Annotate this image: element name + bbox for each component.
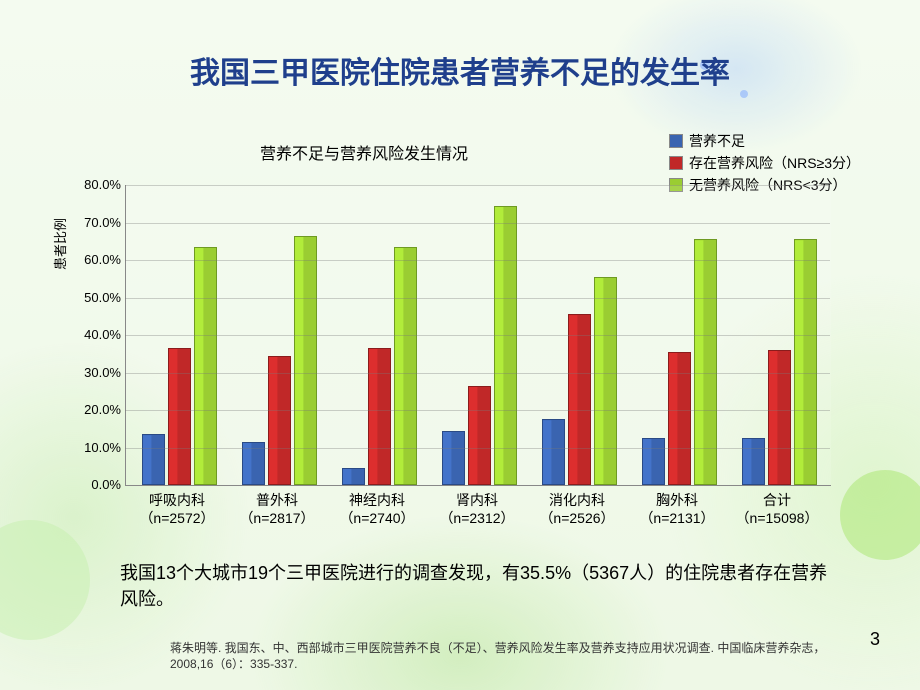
legend-label: 营养不足 bbox=[689, 130, 745, 152]
y-tick-label: 0.0% bbox=[75, 477, 121, 492]
citation-text: 蒋朱明等. 我国东、中、西部城市三甲医院营养不良（不足）、营养风险发生率及营养支… bbox=[170, 640, 840, 672]
category-label: 神经内科 （n=2740） bbox=[327, 491, 427, 527]
category-n: （n=2526） bbox=[539, 510, 614, 526]
legend-item: 营养不足 bbox=[669, 130, 860, 152]
bar bbox=[468, 386, 491, 486]
category-label: 消化内科 （n=2526） bbox=[527, 491, 627, 527]
category-name: 普外科 bbox=[256, 492, 298, 508]
bar bbox=[642, 438, 665, 485]
legend-swatch bbox=[669, 156, 683, 170]
bar bbox=[494, 206, 517, 486]
bar bbox=[594, 277, 617, 485]
gridline bbox=[125, 448, 830, 449]
legend-swatch bbox=[669, 134, 683, 148]
gridline bbox=[125, 185, 830, 186]
y-tick-label: 10.0% bbox=[75, 440, 121, 455]
y-tick-label: 70.0% bbox=[75, 215, 121, 230]
gridline bbox=[125, 410, 830, 411]
category-label: 呼吸内科 （n=2572） bbox=[127, 491, 227, 527]
y-axis-label: 患者比例 bbox=[50, 218, 69, 270]
category-n: （n=2572） bbox=[139, 510, 214, 526]
gridline bbox=[125, 373, 830, 374]
legend-item: 存在营养风险（NRS≥3分） bbox=[669, 152, 860, 174]
page-number: 3 bbox=[870, 629, 880, 650]
gridline bbox=[125, 335, 830, 336]
category-n: （n=2312） bbox=[439, 510, 514, 526]
bar bbox=[194, 247, 217, 485]
category-name: 胸外科 bbox=[656, 492, 698, 508]
y-tick-label: 80.0% bbox=[75, 177, 121, 192]
bar bbox=[542, 419, 565, 485]
bar bbox=[168, 348, 191, 485]
category-n: （n=2817） bbox=[239, 510, 314, 526]
category-name: 合计 bbox=[763, 492, 791, 508]
bar bbox=[342, 468, 365, 485]
category-name: 呼吸内科 bbox=[149, 492, 205, 508]
bar bbox=[394, 247, 417, 485]
y-tick-label: 60.0% bbox=[75, 252, 121, 267]
bar bbox=[268, 356, 291, 486]
bar bbox=[368, 348, 391, 485]
bar bbox=[142, 434, 165, 485]
bar bbox=[568, 314, 591, 485]
y-tick-label: 50.0% bbox=[75, 290, 121, 305]
bar bbox=[442, 431, 465, 486]
category-name: 消化内科 bbox=[549, 492, 605, 508]
legend-label: 存在营养风险（NRS≥3分） bbox=[689, 152, 860, 174]
category-n: （n=2740） bbox=[339, 510, 414, 526]
page-title: 我国三甲医院住院患者营养不足的发生率 bbox=[0, 48, 920, 92]
description-text: 我国13个大城市19个三甲医院进行的调查发现，有35.5%（5367人）的住院患… bbox=[120, 560, 840, 612]
bar bbox=[768, 350, 791, 485]
gridline bbox=[125, 223, 830, 224]
category-name: 神经内科 bbox=[349, 492, 405, 508]
chart-area: 营养不足与营养风险发生情况 营养不足存在营养风险（NRS≥3分）无营养风险（NR… bbox=[60, 140, 860, 540]
category-label: 合计 （n=15098） bbox=[727, 491, 827, 527]
y-tick-label: 20.0% bbox=[75, 402, 121, 417]
category-name: 肾内科 bbox=[456, 492, 498, 508]
y-tick-label: 40.0% bbox=[75, 327, 121, 342]
category-label: 胸外科 （n=2131） bbox=[627, 491, 727, 527]
bar bbox=[742, 438, 765, 485]
y-tick-label: 30.0% bbox=[75, 365, 121, 380]
category-label: 普外科 （n=2817） bbox=[227, 491, 327, 527]
category-n: （n=2131） bbox=[639, 510, 714, 526]
category-n: （n=15098） bbox=[736, 510, 819, 526]
gridline bbox=[125, 298, 830, 299]
category-label: 肾内科 （n=2312） bbox=[427, 491, 527, 527]
gridline bbox=[125, 260, 830, 261]
chart-title: 营养不足与营养风险发生情况 bbox=[260, 140, 468, 164]
